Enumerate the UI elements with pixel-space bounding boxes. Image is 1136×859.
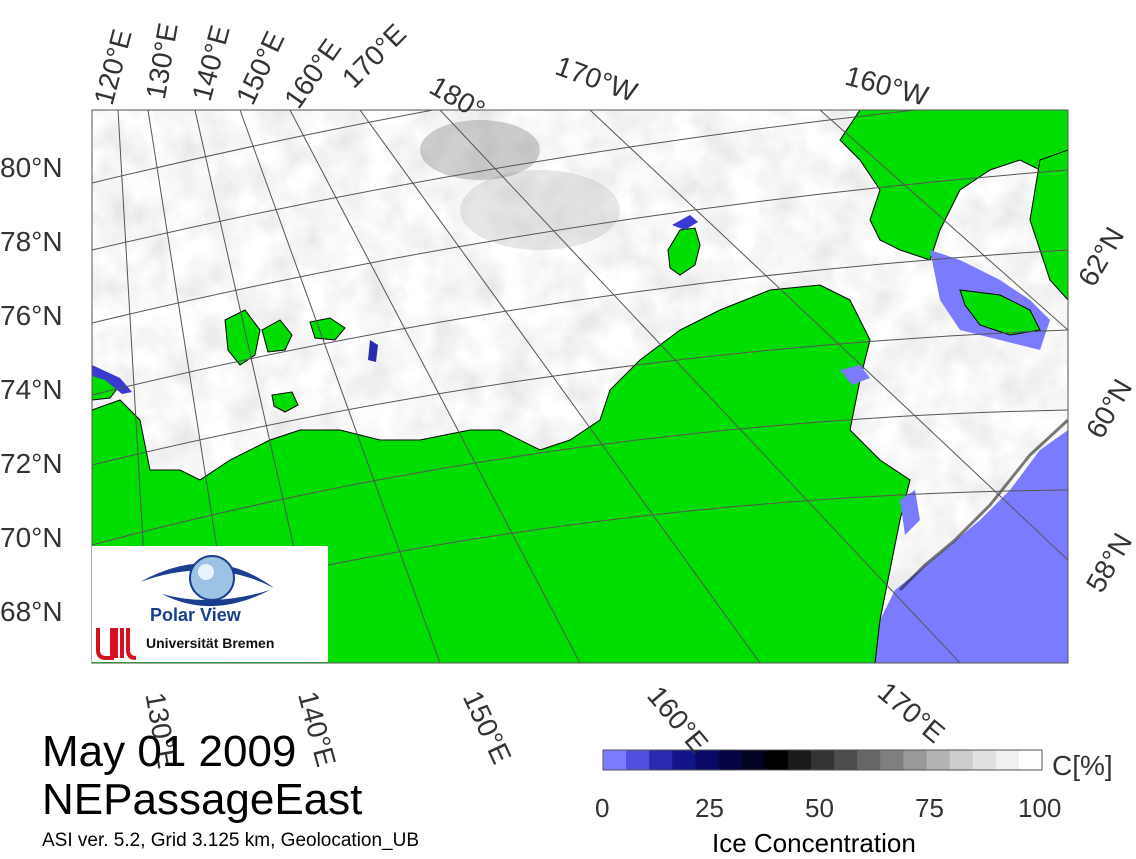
open-water-coastal-polynya <box>900 490 920 535</box>
latitude-label-left: 74°N <box>0 374 63 405</box>
colorbar-swatch <box>649 750 673 770</box>
latitude-line <box>92 249 1068 396</box>
colorbar-swatch <box>626 750 650 770</box>
colorbar-swatch <box>949 750 974 770</box>
colorbar-swatch <box>995 750 1020 770</box>
colorbar-swatch <box>857 750 881 770</box>
longitude-line <box>289 110 581 663</box>
colorbar-swatch <box>764 750 789 770</box>
longitude-line <box>439 110 961 663</box>
colorbar-title: Ice Concentration <box>712 828 916 858</box>
land-seward-peninsula <box>959 289 1041 336</box>
colorbar-frame <box>602 749 1043 771</box>
product-info: ASI ver. 5.2, Grid 3.125 km, Geolocation… <box>42 830 420 851</box>
colorbar-swatch <box>672 750 696 770</box>
colorbar-swatch <box>718 750 743 770</box>
low-concentration-ice-patch <box>420 120 540 180</box>
colorbar-swatch <box>972 750 997 770</box>
longitude-line <box>359 110 761 663</box>
colorbar-swatch <box>1018 750 1043 770</box>
logo-title: Polar View <box>150 605 241 625</box>
colorbar-tick: 100 <box>1018 793 1062 823</box>
colorbar-swatch <box>880 750 904 770</box>
colorbar-swatch <box>903 750 927 770</box>
land-new-siberian-islands <box>224 309 261 366</box>
graticule <box>92 110 1068 663</box>
latitude-label-left: 70°N <box>0 522 63 553</box>
open-water-bering-sea <box>875 430 1068 663</box>
latitude-line <box>92 329 1068 466</box>
low-concentration-ice-patch <box>460 170 620 250</box>
map-region: NEPassageEast <box>42 775 363 824</box>
logo-institution: Universität Bremen <box>146 635 275 651</box>
latitude-line <box>92 409 1068 546</box>
latitude-label-left: 68°N <box>0 596 63 627</box>
colorbar-swatch <box>810 750 835 770</box>
land-bolshoy-lyakhovsky <box>271 391 299 413</box>
eye-globe-icon <box>96 555 274 660</box>
thin-ice-edge <box>898 418 1068 592</box>
colorbar-unit: C[%] <box>1052 750 1113 781</box>
latitude-line <box>92 110 436 184</box>
land-wrangel-island <box>667 227 701 276</box>
longitude-line <box>239 110 441 663</box>
latitude-label-left: 76°N <box>0 300 63 331</box>
colorbar-swatch <box>787 750 812 770</box>
land-alaska-east <box>1029 149 1068 301</box>
land-new-siberian-islands <box>261 319 293 353</box>
colorbar-swatch <box>603 750 627 770</box>
land-new-siberian-islands <box>309 317 346 341</box>
open-water-laptev-polynya <box>92 365 132 394</box>
open-water-coastal-polynya <box>840 365 870 385</box>
colorbar <box>602 749 1043 771</box>
longitude-line <box>819 110 1068 331</box>
latitude-label-left: 72°N <box>0 448 63 479</box>
colorbar-tick: 75 <box>915 793 944 823</box>
colorbar-tick: 25 <box>695 793 724 823</box>
latitude-label-left: 80°N <box>0 152 63 183</box>
colorbar-swatch <box>695 750 720 770</box>
latitude-line <box>92 169 1068 324</box>
open-water-coastal-polynya <box>368 340 378 362</box>
map-date: May 01 2009 <box>42 727 297 776</box>
colorbar-tick: 0 <box>595 793 610 823</box>
map-frame <box>91 109 1069 664</box>
latitude-label-left: 78°N <box>0 226 63 257</box>
open-water-wrangel-lead <box>672 215 698 230</box>
colorbar-swatch <box>834 750 858 770</box>
colorbar-swatch <box>926 750 951 770</box>
polar-view-logo: Polar View Universität Bremen <box>92 546 328 662</box>
longitude-line <box>589 110 1068 561</box>
colorbar-swatch <box>741 750 766 770</box>
colorbar-tick: 50 <box>805 793 834 823</box>
latitude-line <box>92 110 921 251</box>
